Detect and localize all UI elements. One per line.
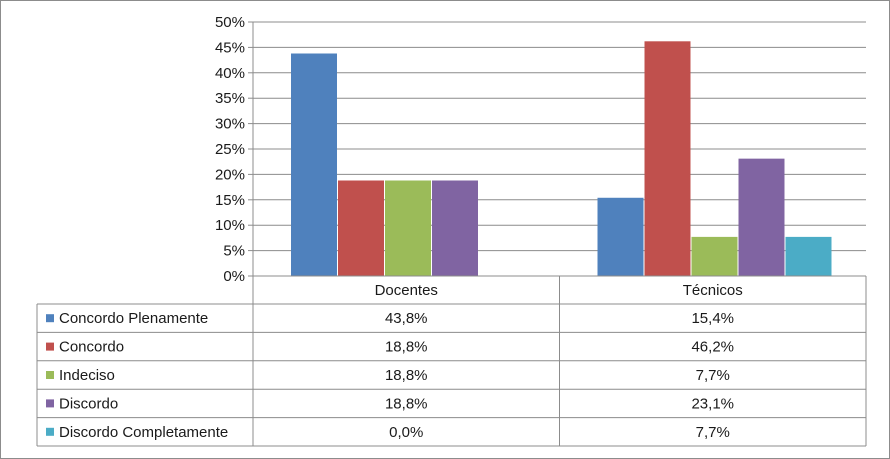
table-header-category: Docentes xyxy=(375,282,438,299)
legend-swatch xyxy=(46,399,54,408)
legend-swatch xyxy=(46,342,54,351)
data-label: 46,2% xyxy=(691,339,734,356)
legend-swatch xyxy=(46,314,54,323)
bar xyxy=(785,236,832,276)
y-tick-label: 0% xyxy=(223,268,245,285)
y-axis-ticks: 0% 5% 10% 15% 20% 25% 30% 35% 40% 45% 50% xyxy=(215,14,245,285)
y-tick-label: 40% xyxy=(215,65,245,82)
y-tick-label: 5% xyxy=(223,243,245,260)
bar xyxy=(738,158,785,276)
y-tick-label: 15% xyxy=(215,192,245,209)
legend-label: Indeciso xyxy=(59,367,115,384)
table-header-category: Técnicos xyxy=(683,282,743,299)
data-label: 43,8% xyxy=(385,310,428,327)
bar xyxy=(644,41,691,276)
legend-swatch xyxy=(46,427,54,436)
y-tick-label: 45% xyxy=(215,39,245,56)
bar xyxy=(691,236,738,276)
data-table: Docentes Técnicos Concordo Plenamente 43,8%… xyxy=(36,275,867,447)
y-tick-label: 10% xyxy=(215,217,245,234)
bar xyxy=(338,180,384,276)
data-label: 7,7% xyxy=(696,424,730,441)
y-tick-label: 30% xyxy=(215,116,245,133)
y-tick-label: 25% xyxy=(215,141,245,158)
legend-label: Discordo xyxy=(59,395,118,412)
data-label: 0,0% xyxy=(389,424,423,441)
legend-label: Concordo xyxy=(59,339,124,356)
data-label: 15,4% xyxy=(691,310,734,327)
data-label: 7,7% xyxy=(696,367,730,384)
data-label: 18,8% xyxy=(385,339,428,356)
legend-swatch xyxy=(46,371,54,379)
data-label: 23,1% xyxy=(691,395,734,412)
bar xyxy=(385,180,431,276)
bar xyxy=(597,197,644,276)
legend-label: Concordo Plenamente xyxy=(59,310,208,327)
legend-label: Discordo Completamente xyxy=(59,424,228,441)
data-label: 18,8% xyxy=(385,395,428,412)
y-tick-label: 20% xyxy=(215,166,245,183)
bar xyxy=(432,180,478,276)
y-tick-label: 50% xyxy=(215,14,245,31)
y-tick-label: 35% xyxy=(215,90,245,107)
data-label: 18,8% xyxy=(385,367,428,384)
bars xyxy=(291,41,832,276)
bar xyxy=(291,53,337,276)
